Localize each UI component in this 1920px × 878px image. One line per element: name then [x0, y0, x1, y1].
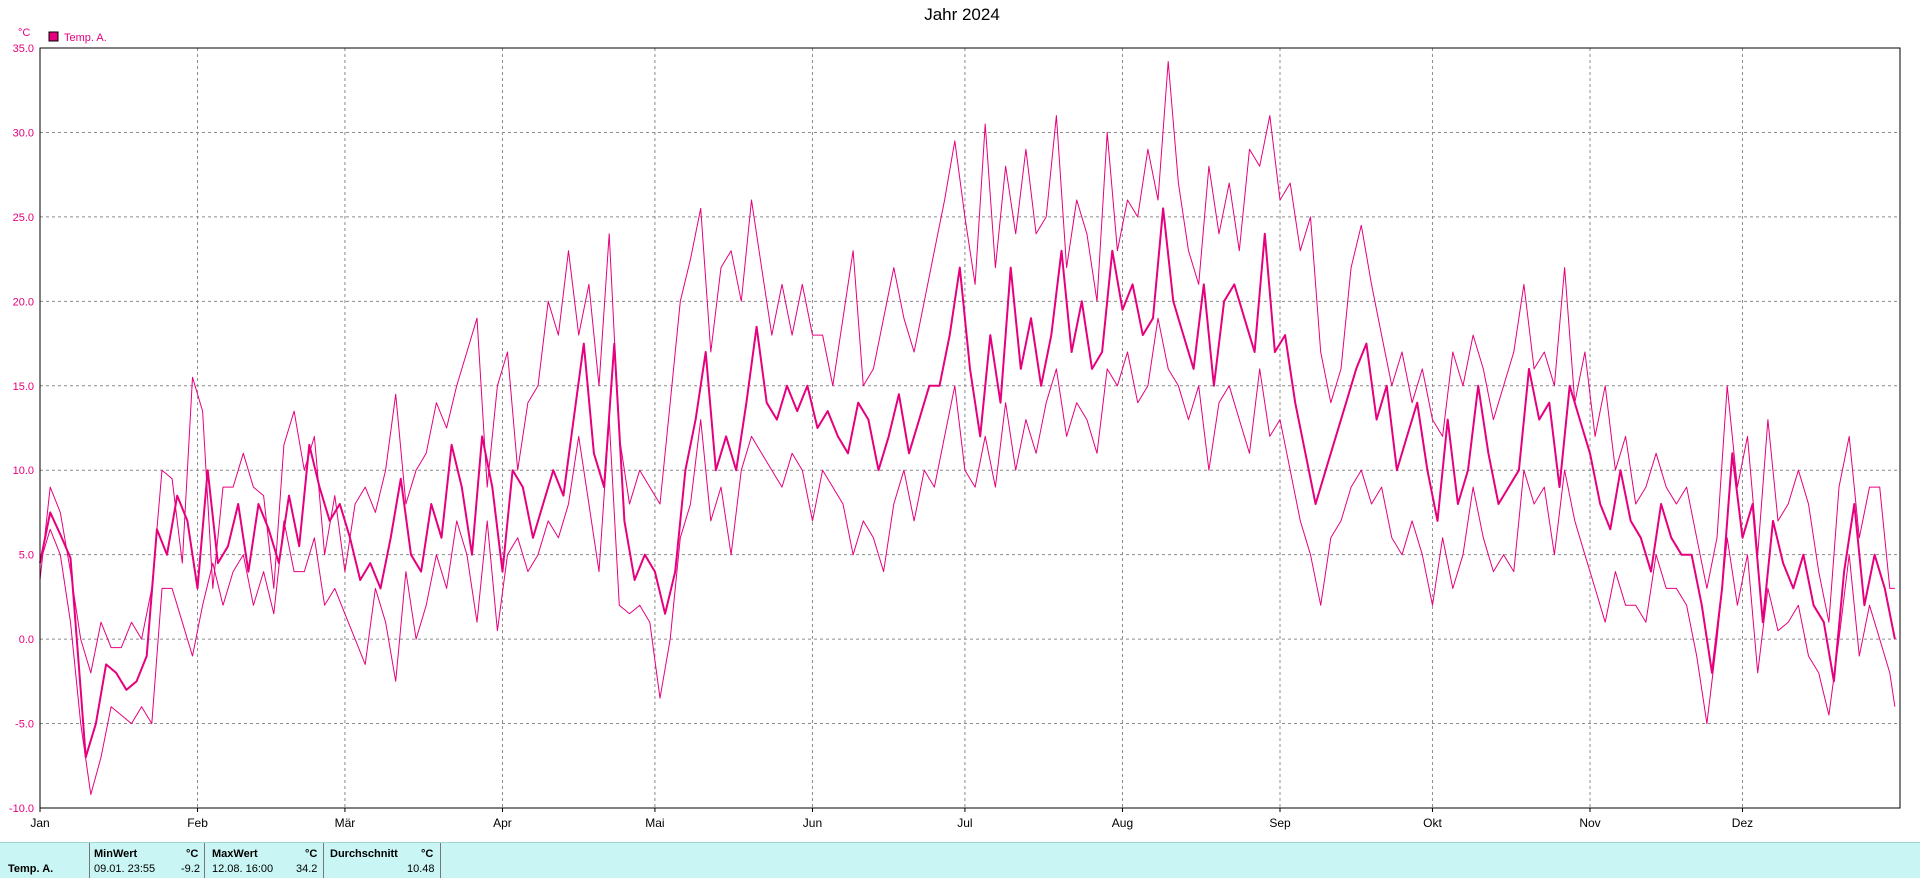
stats-panel: Temp. A. MinWert °C 09.01. 23:55 -9.2 Ma…	[0, 842, 1920, 878]
max-time: 12.08. 16:00	[212, 863, 274, 875]
x-tick-label: Jul	[957, 816, 972, 830]
x-tick-label: Mär	[335, 816, 356, 830]
x-tick-label: Dez	[1732, 816, 1753, 830]
x-tick-label: Okt	[1423, 816, 1442, 830]
min-header: MinWert	[94, 848, 138, 860]
avg-value: 10.48	[407, 863, 435, 875]
y-tick-label: 0.0	[19, 634, 34, 646]
x-tick-label: Sep	[1269, 816, 1291, 830]
x-tick-label: Mai	[645, 816, 664, 830]
x-tick-label: Feb	[187, 816, 208, 830]
series-line-max	[39, 61, 1895, 674]
x-tick-label: Apr	[493, 816, 512, 830]
x-tick-label: Aug	[1112, 816, 1133, 830]
y-tick-label: 25.0	[13, 212, 34, 224]
y-axis-ticks: 35.0 30.0 25.0 20.0 15.0 10.0 5.0 0.0 -5.0 -10.0	[9, 43, 34, 815]
stats-separator	[89, 843, 90, 878]
legend-swatch	[48, 31, 59, 42]
avg-unit: °C	[421, 848, 434, 860]
grid	[40, 48, 1900, 808]
y-tick-label: -10.0	[9, 803, 34, 815]
chart-title: Jahr 2024	[924, 5, 1000, 24]
y-tick-label: 20.0	[13, 296, 34, 308]
y-tick-label: 5.0	[19, 550, 34, 562]
chart-svg: Jahr 2024 °C Temp. A. 35.0 30.0 25.0 20.0 15…	[9, 5, 1901, 830]
stats-separator	[323, 843, 324, 878]
y-tick-label: -5.0	[15, 719, 34, 731]
series-line-mean	[39, 207, 1896, 759]
y-tick-label: 10.0	[13, 465, 34, 477]
plot-frame	[39, 47, 1901, 809]
legend: Temp. A.	[48, 31, 107, 44]
legend-label: Temp. A.	[64, 32, 107, 44]
max-unit: °C	[305, 848, 318, 860]
max-value: 34.2	[296, 863, 318, 875]
min-value: -9.2	[181, 863, 200, 875]
max-header: MaxWert	[212, 848, 258, 860]
x-axis-ticks: Jan Feb Mär Apr Mai Jun Jul Aug Sep Okt Nov Dez	[30, 808, 1753, 830]
stats-separator	[440, 843, 441, 878]
series-lines	[39, 61, 1896, 795]
y-unit-label: °C	[18, 27, 30, 39]
min-time: 09.01. 23:55	[94, 863, 156, 875]
x-tick-label: Nov	[1579, 816, 1600, 830]
stats-row-label: Temp. A.	[8, 863, 54, 875]
series-line-min	[39, 317, 1896, 795]
min-unit: °C	[186, 848, 199, 860]
y-tick-label: 15.0	[13, 381, 34, 393]
x-tick-label: Jun	[803, 816, 822, 830]
y-tick-label: 30.0	[13, 127, 34, 139]
avg-header: Durchschnitt	[330, 848, 398, 860]
stats-separator	[204, 843, 205, 878]
x-tick-label: Jan	[30, 816, 49, 830]
y-tick-label: 35.0	[13, 43, 34, 55]
